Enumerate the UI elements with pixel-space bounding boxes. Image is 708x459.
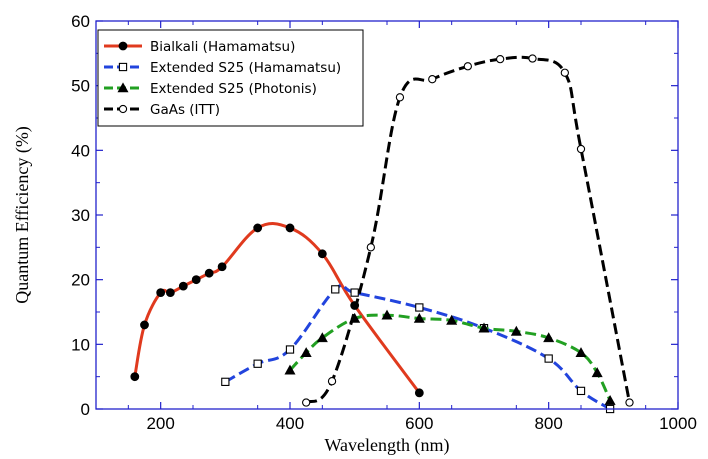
legend-label: GaAs (ITT) bbox=[150, 102, 220, 118]
legend-entry: GaAs (ITT) bbox=[104, 102, 220, 118]
series-4 bbox=[302, 54, 634, 407]
data-point bbox=[300, 347, 312, 358]
legend-entry: Extended S25 (Hamamatsu) bbox=[104, 60, 341, 76]
data-point bbox=[496, 55, 505, 64]
series-3 bbox=[284, 309, 616, 405]
data-point bbox=[395, 93, 405, 102]
data-point bbox=[140, 320, 149, 330]
x-axis-label: Wavelength (nm) bbox=[324, 435, 449, 456]
data-point bbox=[130, 372, 140, 382]
x-tick-label: 800 bbox=[534, 414, 562, 433]
y-tick-label: 60 bbox=[71, 12, 90, 31]
legend-box bbox=[97, 29, 364, 127]
data-point bbox=[528, 54, 537, 63]
y-tick-label: 20 bbox=[71, 271, 90, 290]
series-1 bbox=[130, 222, 424, 398]
data-point bbox=[415, 303, 424, 312]
data-point bbox=[156, 288, 166, 298]
x-tick-label: 200 bbox=[146, 414, 174, 433]
data-point bbox=[217, 262, 227, 272]
data-point bbox=[221, 377, 230, 386]
x-tick-label: 400 bbox=[276, 414, 304, 433]
y-tick-label: 40 bbox=[71, 141, 90, 160]
series-line bbox=[224, 283, 611, 411]
legend-marker bbox=[117, 82, 129, 93]
data-point bbox=[253, 359, 262, 368]
data-point bbox=[253, 223, 263, 233]
data-point bbox=[285, 345, 295, 354]
data-point bbox=[543, 332, 555, 343]
legend-label: Bialkali (Hamamatsu) bbox=[150, 39, 295, 55]
plot-series bbox=[130, 54, 634, 414]
data-point bbox=[302, 398, 311, 407]
data-point bbox=[204, 268, 214, 278]
data-point bbox=[191, 275, 201, 285]
series-line bbox=[288, 313, 612, 402]
axis-ticks: 200 400 600 800 1000 0 10 20 30 40 50 60 bbox=[71, 12, 697, 433]
data-point bbox=[285, 223, 295, 233]
legend-marker bbox=[118, 62, 128, 72]
data-point bbox=[284, 364, 296, 375]
y-tick-label: 0 bbox=[81, 400, 90, 419]
legend-marker bbox=[118, 104, 128, 114]
data-point bbox=[317, 249, 327, 259]
data-point bbox=[604, 394, 616, 405]
data-point bbox=[463, 62, 472, 71]
x-tick-label: 1000 bbox=[659, 414, 697, 433]
data-point bbox=[560, 68, 569, 77]
data-point bbox=[625, 398, 634, 407]
data-point bbox=[366, 243, 375, 252]
data-point bbox=[428, 75, 437, 84]
legend-marker bbox=[118, 41, 128, 51]
data-point bbox=[413, 312, 425, 323]
series-line bbox=[133, 222, 421, 394]
data-point bbox=[478, 322, 490, 333]
data-point bbox=[316, 332, 328, 343]
y-axis-label: Quantum Efficiency (%) bbox=[12, 126, 33, 304]
legend-label: Extended S25 (Photonis) bbox=[150, 81, 317, 97]
data-point bbox=[575, 347, 587, 358]
data-point bbox=[576, 386, 586, 396]
data-point bbox=[544, 354, 553, 363]
data-point bbox=[350, 288, 359, 297]
data-point bbox=[576, 144, 586, 154]
data-point bbox=[165, 288, 175, 298]
x-tick-label: 600 bbox=[405, 414, 433, 433]
legend: Bialkali (Hamamatsu) Extended S25 (Hamama… bbox=[97, 29, 364, 127]
legend-entry: Bialkali (Hamamatsu) bbox=[104, 39, 295, 55]
data-point bbox=[331, 285, 340, 294]
data-point bbox=[381, 309, 393, 320]
y-tick-label: 30 bbox=[71, 206, 90, 225]
data-point bbox=[510, 325, 522, 336]
legend-entry: Extended S25 (Photonis) bbox=[104, 81, 317, 97]
data-point bbox=[446, 314, 458, 325]
y-tick-label: 10 bbox=[71, 335, 90, 354]
data-point bbox=[591, 367, 603, 378]
data-point bbox=[178, 281, 188, 291]
legend-label: Extended S25 (Hamamatsu) bbox=[150, 60, 341, 76]
data-point bbox=[327, 377, 337, 386]
y-tick-label: 50 bbox=[71, 77, 90, 96]
data-point bbox=[414, 388, 424, 398]
